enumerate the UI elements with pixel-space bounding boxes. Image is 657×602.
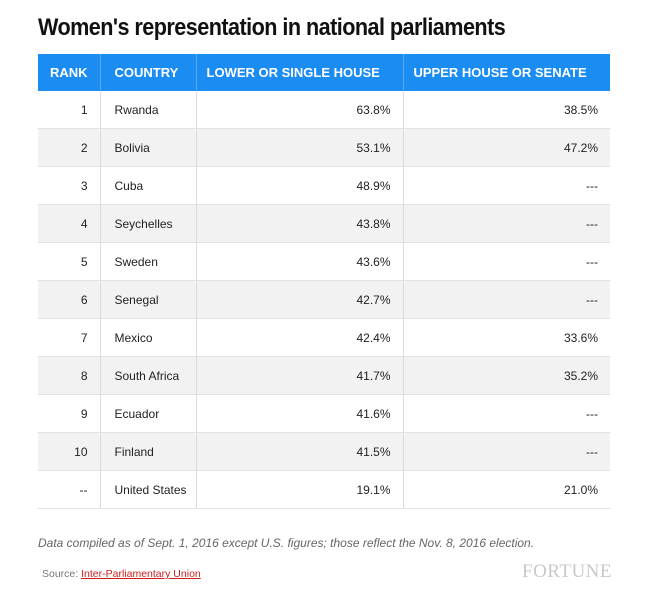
source-label: Source: <box>42 568 82 580</box>
header-country: COUNTRY <box>100 54 197 91</box>
cell-upper-house: --- <box>403 432 610 471</box>
fortune-logo: FORTUNE <box>522 561 612 582</box>
cell-upper-house: --- <box>403 204 610 243</box>
cell-rank: 7 <box>38 318 101 357</box>
cell-country: South Africa <box>100 356 197 395</box>
cell-rank: 3 <box>38 166 101 205</box>
cell-lower-house: 48.9% <box>196 166 404 205</box>
table-body: 1 Rwanda 63.8% 38.5% 2 Bolivia 53.1% 47.2% 3 Cuba… <box>38 91 610 509</box>
cell-rank: 9 <box>38 394 101 433</box>
cell-upper-house: 35.2% <box>403 356 610 395</box>
cell-lower-house: 43.6% <box>196 242 404 281</box>
header-lower-house: LOWER OR SINGLE HOUSE <box>196 54 404 91</box>
source-line: Source: Inter-Parliamentary Union <box>42 568 201 580</box>
cell-upper-house: 47.2% <box>403 128 610 167</box>
header-upper-house: UPPER HOUSE OR SENATE <box>403 54 610 91</box>
cell-country: United States <box>100 470 197 509</box>
cell-upper-house: --- <box>403 280 610 319</box>
cell-rank: 5 <box>38 242 101 281</box>
cell-upper-house: --- <box>403 242 610 281</box>
cell-rank: 4 <box>38 204 101 243</box>
cell-rank: 1 <box>38 91 101 129</box>
cell-lower-house: 41.7% <box>196 356 404 395</box>
cell-lower-house: 19.1% <box>196 470 404 509</box>
table-row: 1 Rwanda 63.8% 38.5% <box>38 91 610 129</box>
cell-country: Seychelles <box>100 204 197 243</box>
table-row: 4 Seychelles 43.8% --- <box>38 204 610 243</box>
table-header-row: RANK COUNTRY LOWER OR SINGLE HOUSE UPPER… <box>38 54 610 91</box>
cell-lower-house: 63.8% <box>196 91 404 129</box>
table-row: 7 Mexico 42.4% 33.6% <box>38 318 610 357</box>
parliament-table: RANK COUNTRY LOWER OR SINGLE HOUSE UPPER… <box>38 54 610 509</box>
table-row: 10 Finland 41.5% --- <box>38 432 610 471</box>
cell-lower-house: 53.1% <box>196 128 404 167</box>
cell-rank: 2 <box>38 128 101 167</box>
cell-upper-house: --- <box>403 394 610 433</box>
table-row: -- United States 19.1% 21.0% <box>38 470 610 509</box>
table-row: 2 Bolivia 53.1% 47.2% <box>38 128 610 167</box>
cell-upper-house: 33.6% <box>403 318 610 357</box>
cell-rank: 8 <box>38 356 101 395</box>
cell-rank: 6 <box>38 280 101 319</box>
cell-rank: 10 <box>38 432 101 471</box>
cell-country: Senegal <box>100 280 197 319</box>
cell-country: Rwanda <box>100 91 197 129</box>
table-row: 3 Cuba 48.9% --- <box>38 166 610 205</box>
cell-country: Mexico <box>100 318 197 357</box>
cell-country: Bolivia <box>100 128 197 167</box>
table-row: 6 Senegal 42.7% --- <box>38 280 610 319</box>
data-note: Data compiled as of Sept. 1, 2016 except… <box>38 536 535 550</box>
table-row: 5 Sweden 43.6% --- <box>38 242 610 281</box>
cell-lower-house: 43.8% <box>196 204 404 243</box>
cell-country: Cuba <box>100 166 197 205</box>
cell-lower-house: 42.4% <box>196 318 404 357</box>
cell-lower-house: 41.5% <box>196 432 404 471</box>
cell-country: Ecuador <box>100 394 197 433</box>
cell-upper-house: --- <box>403 166 610 205</box>
source-link[interactable]: Inter-Parliamentary Union <box>81 568 201 580</box>
cell-lower-house: 41.6% <box>196 394 404 433</box>
cell-country: Sweden <box>100 242 197 281</box>
cell-lower-house: 42.7% <box>196 280 404 319</box>
chart-title: Women's representation in national parli… <box>38 14 506 41</box>
cell-upper-house: 38.5% <box>403 91 610 129</box>
table-row: 9 Ecuador 41.6% --- <box>38 394 610 433</box>
header-rank: RANK <box>38 54 101 91</box>
table-row: 8 South Africa 41.7% 35.2% <box>38 356 610 395</box>
cell-country: Finland <box>100 432 197 471</box>
cell-upper-house: 21.0% <box>403 470 610 509</box>
cell-rank: -- <box>38 470 101 509</box>
